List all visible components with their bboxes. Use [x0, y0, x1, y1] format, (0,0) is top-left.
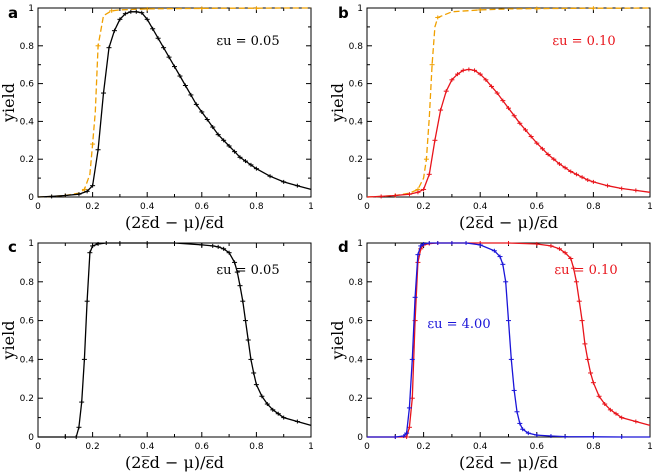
- panel-c: 00 0.2 0.2 0.4 0.4 0.6 0.6 0.8 0.8 1 1 (2ε̅d − μ)/ε…: [0, 238, 314, 472]
- series-line: [367, 242, 651, 438]
- y-tick-label: 0: [357, 433, 363, 443]
- annotation-label: εu = 0.05: [216, 34, 279, 49]
- y-tick-label: 1: [28, 239, 34, 249]
- y-tick-label: 0.8: [20, 278, 35, 288]
- x-tick-label: 1: [647, 202, 653, 212]
- y-tick-label: 0.4: [349, 355, 364, 365]
- x-tick-label: 0.8: [249, 202, 264, 212]
- x-tick-label: 0: [364, 442, 370, 452]
- y-tick-label: 1: [357, 4, 363, 14]
- y-tick-label: 0.2: [349, 394, 363, 404]
- y-axis-label: yield: [328, 321, 347, 361]
- y-tick-label: 0.4: [20, 355, 35, 365]
- y-tick-label: 1: [28, 4, 34, 14]
- annotation-label: εu = 0.05: [216, 263, 279, 278]
- annotation-label: εu = 0.10: [552, 34, 615, 49]
- y-tick-label: 0.4: [349, 117, 364, 127]
- panel-b: 00 0.2 0.2 0.4 0.4 0.6 0.6 0.8 0.8 1 1 (2ε̅d − μ)/ε…: [328, 4, 653, 232]
- x-tick-label: 0.8: [586, 442, 601, 452]
- x-tick-label: 0.8: [249, 442, 264, 452]
- annotation-label: εu = 0.10: [554, 263, 617, 278]
- panel-d: 00 0.2 0.2 0.4 0.4 0.6 0.6 0.8 0.8 1 1 (2ε̅d − μ)/ε…: [328, 238, 653, 472]
- y-tick-label: 0.8: [349, 278, 364, 288]
- panel-letter: d: [338, 238, 349, 256]
- y-tick-label: 0.6: [349, 80, 364, 90]
- x-axis-label: (2ε̅d − μ)/ε̅d: [459, 213, 558, 232]
- panel-letter: a: [8, 4, 18, 22]
- x-tick-label: 0.2: [85, 202, 99, 212]
- panel-letter: b: [338, 4, 349, 22]
- annotation-label: εu = 4.00: [427, 317, 490, 332]
- y-tick-label: 0.2: [349, 155, 363, 165]
- panel-letter: c: [8, 238, 17, 256]
- y-tick-label: 1: [357, 239, 363, 249]
- series-line: [366, 68, 651, 198]
- x-tick-label: 1: [647, 442, 653, 452]
- x-tick-label: 0.2: [85, 442, 99, 452]
- x-tick-label: 0.8: [586, 202, 601, 212]
- y-tick-label: 0.6: [20, 317, 35, 327]
- y-tick-label: 0: [357, 193, 363, 203]
- x-tick-label: 1: [308, 202, 314, 212]
- y-tick-label: 0.2: [20, 155, 34, 165]
- x-tick-label: 0.4: [140, 442, 155, 452]
- x-tick-label: 0.6: [195, 442, 210, 452]
- x-tick-label: 1: [308, 442, 314, 452]
- series-line: [37, 11, 312, 198]
- x-tick-label: 0: [364, 202, 370, 212]
- x-axis-label: (2ε̅d − μ)/ε̅d: [125, 453, 224, 472]
- y-tick-label: 0.4: [20, 117, 35, 127]
- x-tick-label: 0.6: [530, 442, 545, 452]
- x-tick-label: 0: [35, 442, 41, 452]
- y-tick-label: 0.8: [20, 42, 35, 52]
- x-tick-label: 0.6: [530, 202, 545, 212]
- x-axis-label: (2ε̅d − μ)/ε̅d: [125, 213, 224, 232]
- series-line: [366, 7, 651, 198]
- y-tick-label: 0: [28, 433, 34, 443]
- y-tick-label: 0.6: [20, 80, 35, 90]
- y-tick-label: 0: [28, 193, 34, 203]
- x-tick-label: 0.2: [416, 442, 430, 452]
- panel-a: 00 0.2 0.2 0.4 0.4 0.6 0.6 0.8 0.8 1 1 (2ε̅d − μ)/ε…: [0, 4, 314, 232]
- x-tick-label: 0: [35, 202, 41, 212]
- y-axis-label: yield: [0, 83, 18, 123]
- x-tick-label: 0.4: [473, 202, 488, 212]
- x-axis-label: (2ε̅d − μ)/ε̅d: [459, 453, 558, 472]
- x-tick-label: 0.4: [473, 442, 488, 452]
- y-axis-label: yield: [328, 83, 347, 123]
- y-tick-label: 0.6: [349, 317, 364, 327]
- x-tick-label: 0.2: [416, 202, 430, 212]
- y-tick-label: 0.8: [349, 42, 364, 52]
- y-axis-label: yield: [0, 321, 18, 361]
- x-tick-label: 0.4: [140, 202, 155, 212]
- x-tick-label: 0.6: [195, 202, 210, 212]
- y-tick-label: 0.2: [20, 394, 34, 404]
